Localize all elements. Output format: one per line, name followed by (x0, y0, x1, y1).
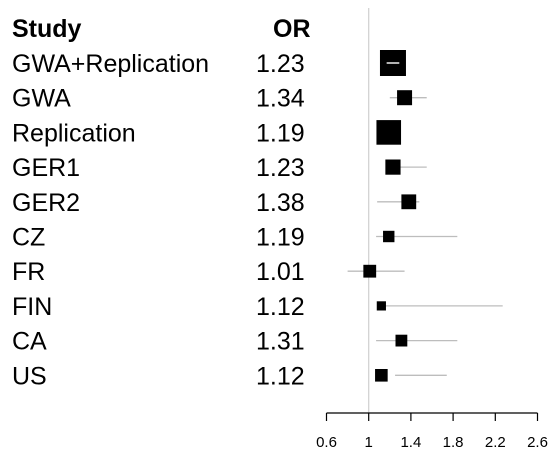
point-estimate-box (376, 120, 402, 145)
or-value-label: 1.19 (256, 224, 305, 252)
or-value-label: 1.01 (256, 258, 305, 286)
x-axis-tick-label: 1.8 (443, 434, 464, 451)
x-axis-tick-label: 2.2 (485, 434, 506, 451)
or-column-header: OR (273, 15, 311, 43)
study-label: CZ (12, 224, 45, 252)
point-estimate-box (385, 159, 401, 175)
study-label: Replication (12, 119, 136, 147)
study-label: CA (12, 328, 47, 356)
or-value-label: 1.23 (256, 154, 305, 182)
or-value-label: 1.31 (256, 328, 305, 356)
point-estimate-box (376, 301, 386, 311)
or-value-label: 1.38 (256, 189, 305, 217)
point-estimate-box (395, 334, 408, 347)
or-value-label: 1.12 (256, 362, 305, 390)
point-estimate-box (383, 230, 395, 243)
x-axis-tick-label: 1 (365, 434, 373, 451)
plot-area (347, 8, 503, 413)
labels-layer: Study OR GWA+Replication 1.23 GWA 1.34 Repli… (12, 15, 311, 390)
study-label: GWA (12, 85, 71, 113)
study-label: FR (12, 258, 45, 286)
x-axis: 0.6 1 1.4 1.8 2.2 2.6 (316, 412, 548, 451)
study-label: FIN (12, 293, 52, 321)
study-label: GER1 (12, 154, 80, 182)
x-axis-tick-label: 2.6 (527, 434, 548, 451)
point-estimate-box (397, 90, 413, 106)
study-label: GWA+Replication (12, 50, 209, 78)
x-axis-tick-label: 0.6 (316, 434, 337, 451)
point-estimate-box (363, 264, 377, 278)
or-value-label: 1.19 (256, 119, 305, 147)
point-estimate-box (401, 194, 417, 210)
or-value-label: 1.12 (256, 293, 305, 321)
study-label: US (12, 362, 47, 390)
study-column-header: Study (12, 15, 82, 43)
or-value-label: 1.23 (256, 50, 305, 78)
x-axis-tick-label: 1.4 (400, 434, 421, 451)
study-label: GER2 (12, 189, 80, 217)
point-estimate-box (375, 369, 388, 382)
or-value-label: 1.34 (256, 85, 305, 113)
